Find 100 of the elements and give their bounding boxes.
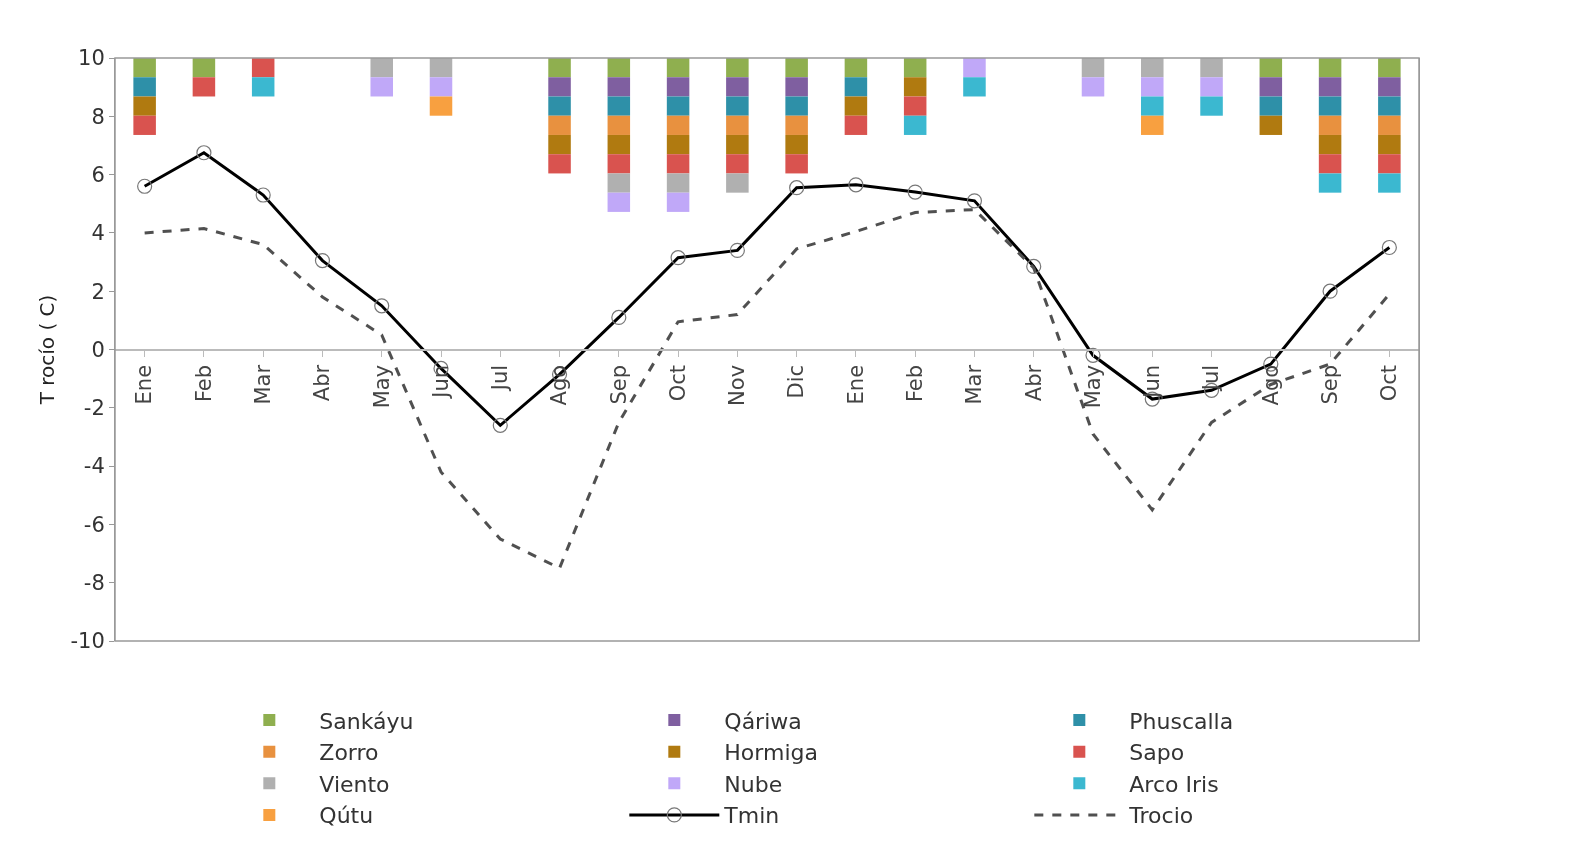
legend-label: Trocio bbox=[1128, 803, 1194, 829]
x-tick-label: Jul bbox=[488, 364, 513, 393]
bar bbox=[666, 134, 690, 155]
x-tick-label: May bbox=[369, 364, 394, 409]
bar bbox=[726, 58, 749, 78]
bar bbox=[1141, 96, 1164, 116]
bar bbox=[1318, 134, 1342, 155]
bar bbox=[903, 77, 927, 97]
bar bbox=[1081, 58, 1105, 78]
bar bbox=[1318, 96, 1342, 116]
legend-label: Zorro bbox=[319, 740, 379, 766]
y-tick-label: 2 bbox=[91, 279, 105, 304]
legend-label: Phuscalla bbox=[1129, 708, 1234, 734]
bar bbox=[429, 58, 453, 78]
y-tick-label: -8 bbox=[83, 571, 105, 596]
x-tick-label: Ene bbox=[843, 364, 868, 405]
bar bbox=[785, 154, 808, 174]
bar bbox=[1378, 173, 1401, 193]
bar bbox=[607, 134, 631, 155]
bar bbox=[844, 115, 868, 135]
x-tick-label: Oct bbox=[665, 364, 690, 402]
bar bbox=[548, 115, 571, 135]
bar bbox=[370, 58, 393, 78]
y-tick-label: 10 bbox=[78, 46, 105, 71]
x-tick-label: Sep bbox=[606, 364, 631, 405]
bar bbox=[133, 58, 156, 78]
bar bbox=[192, 77, 216, 97]
y-tick-label: -4 bbox=[83, 454, 105, 479]
bar bbox=[1318, 77, 1342, 97]
bar bbox=[1318, 58, 1342, 78]
bar bbox=[903, 58, 927, 78]
bar bbox=[1259, 58, 1283, 78]
bar bbox=[1378, 134, 1401, 155]
bar bbox=[666, 96, 690, 116]
bar bbox=[666, 173, 690, 193]
bar bbox=[429, 96, 453, 116]
bar bbox=[903, 115, 927, 135]
bar bbox=[726, 77, 749, 97]
legend-label: Sankáyu bbox=[319, 708, 414, 734]
bar bbox=[785, 96, 808, 116]
bar bbox=[1378, 115, 1401, 135]
bar bbox=[963, 77, 986, 97]
bar bbox=[607, 58, 631, 78]
x-tick-label: Oct bbox=[1377, 364, 1402, 402]
bar bbox=[785, 115, 808, 135]
bar bbox=[666, 154, 690, 174]
bar bbox=[726, 134, 749, 155]
x-tick-label: Dic bbox=[784, 364, 809, 399]
bar bbox=[1259, 115, 1283, 135]
x-tick-label: May bbox=[1080, 364, 1105, 409]
y-axis-title: T rocío ( C) bbox=[34, 294, 59, 406]
bar bbox=[1081, 77, 1105, 97]
bar bbox=[548, 154, 571, 174]
bar bbox=[903, 96, 927, 116]
legend-label: Viento bbox=[319, 771, 390, 797]
bar bbox=[607, 192, 631, 212]
bar bbox=[1318, 154, 1342, 174]
bar bbox=[1318, 173, 1342, 193]
legend-label: Sapo bbox=[1129, 740, 1185, 766]
bar bbox=[548, 134, 571, 155]
y-tick-label: -6 bbox=[83, 512, 105, 537]
bar bbox=[666, 115, 690, 135]
legend-label: Nube bbox=[724, 771, 783, 797]
bar bbox=[548, 96, 571, 116]
x-tick-label: Feb bbox=[903, 364, 928, 403]
bar bbox=[251, 58, 275, 78]
bar bbox=[1141, 58, 1164, 78]
y-tick-label: 4 bbox=[91, 221, 105, 246]
bar bbox=[844, 58, 868, 78]
bar bbox=[666, 192, 690, 212]
x-tick-label: Jul bbox=[1199, 364, 1224, 393]
bar bbox=[1259, 77, 1283, 97]
bar bbox=[726, 154, 749, 174]
x-tick-label: Jun bbox=[428, 364, 453, 400]
legend-label: Qáriwa bbox=[724, 708, 802, 734]
x-tick-label: Feb bbox=[191, 364, 216, 403]
x-tick-label: Abr bbox=[1021, 364, 1046, 402]
bar bbox=[548, 77, 571, 97]
bar bbox=[1200, 77, 1223, 97]
bar bbox=[726, 173, 749, 193]
bar bbox=[785, 77, 808, 97]
x-tick-label: Mar bbox=[251, 364, 276, 405]
bar bbox=[1200, 96, 1223, 116]
bar bbox=[785, 134, 808, 155]
bar bbox=[133, 77, 156, 97]
x-tick-label: Mar bbox=[962, 364, 987, 405]
bar bbox=[1378, 77, 1401, 97]
legend-label: Tmin bbox=[723, 803, 780, 829]
bar bbox=[1378, 96, 1401, 116]
y-tick-label: -10 bbox=[70, 629, 105, 654]
bar bbox=[1141, 77, 1164, 97]
x-tick-label: Jun bbox=[1140, 364, 1165, 400]
x-tick-label: Sep bbox=[1317, 364, 1342, 405]
bar bbox=[785, 58, 808, 78]
bar bbox=[844, 96, 868, 116]
bar bbox=[429, 77, 453, 97]
x-tick-label: Ago bbox=[1258, 364, 1283, 406]
bar bbox=[1378, 58, 1401, 78]
legend-label: Qútu bbox=[319, 803, 374, 829]
y-tick-label: 6 bbox=[91, 162, 105, 187]
